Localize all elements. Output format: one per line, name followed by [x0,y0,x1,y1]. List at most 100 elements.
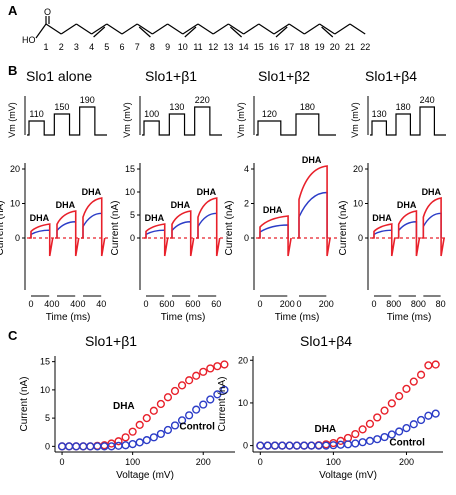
control-point [114,441,123,450]
dha-point [416,370,426,379]
chain-bond [349,23,366,35]
dha-label: DHA [397,200,417,210]
dha-point [336,436,345,446]
x-tick-label: 80 [436,299,446,309]
carbon-number: 3 [74,42,79,52]
dha-point [107,439,116,448]
x-tick-label: 60 [159,299,169,309]
chain-bond [273,23,290,35]
dha-trace [396,210,421,257]
vm-protocol [370,106,446,136]
dha-series-label: DHA [314,424,336,435]
control-point [72,442,81,451]
dha-point [135,420,144,429]
dha-point [395,392,404,401]
carbon-number: 8 [150,42,155,52]
carbon-number: 15 [254,42,264,52]
time-axis-label: Time (ms) [161,312,206,323]
y-tick-label: 20 [10,164,20,174]
dha-label: DHA [171,200,191,210]
vm-protocol [142,106,222,136]
dha-trace [421,197,445,257]
y-tick-label: 20 [238,355,248,365]
y-tick-label: 0 [244,233,249,243]
dha-structure: 1 2 3 4 5 6 7 8 9 10 11 12 13 14 15 16 17 18 19 20 21 22 [35,16,370,52]
x-tick-label: 100 [125,457,140,467]
control-trace [422,212,442,238]
title-slo1-alone: Slo1 alone [26,68,92,84]
y-tick-label: 0 [15,233,20,243]
title-slo1-b2: Slo1+β2 [258,68,310,84]
dha-point [170,386,180,396]
carbon-number: 9 [165,42,170,52]
chain-bond [182,23,199,35]
dha-label: DHA [197,187,217,197]
dha-point [128,427,137,436]
carbon-number: 12 [208,42,218,52]
x-tick-label: 40 [44,299,54,309]
control-point [292,441,301,450]
control-point [220,385,229,394]
x-tick-label: 80 [411,299,421,309]
control-point [199,400,208,409]
current-axis-label: Current (nA) [110,200,121,255]
subpanel-3: Vm (mV) 130 180 240 0 10 20 Current (nA) DHA DHA D… [338,95,448,323]
vm-step-value: 130 [169,102,184,112]
structure-oh-label: HO [22,35,36,45]
chain-bond [258,23,275,35]
dha-point [185,376,194,385]
x-tick-label: 0 [258,457,263,467]
chain-bond [197,23,214,35]
vm-axis-label: Vm (mV) [236,102,246,138]
chain-bond [91,23,108,35]
vm-step-value: 180 [396,102,411,112]
carbon-number: 19 [315,42,325,52]
title-slo1-b4: Slo1+β4 [365,68,417,84]
dha-point [213,362,222,371]
y-tick-label: 0 [358,233,363,243]
control-trace [171,221,192,238]
control-point [263,441,272,450]
double-bond [138,26,151,38]
dha-trace [196,197,221,257]
current-axis-label: Current (nA) [224,200,235,255]
time-axis-label: Time (ms) [275,312,320,323]
chain-bond [212,23,229,35]
x-tick-label: 60 [211,299,221,309]
x-tick-label: 0 [257,299,262,309]
control-trace [298,191,328,238]
vm-axis-label: Vm (mV) [7,102,17,138]
dha-label: DHA [372,213,392,223]
x-axis-label: Voltage (mV) [319,470,377,481]
dha-point [121,433,130,442]
time-axis-label: Time (ms) [46,312,91,323]
x-axis-label: Voltage (mV) [116,470,174,481]
control-point [135,438,144,447]
y-tick-label: 20 [353,164,363,174]
carbon-number: 21 [345,42,355,52]
double-bond [184,26,197,38]
chain-bond [121,23,138,35]
y-tick-label: 0 [243,441,248,451]
control-trace [397,221,418,238]
control-point [86,442,95,451]
vm-step-value: 220 [195,95,210,105]
structure-o-label: O [44,7,51,17]
dha-label: DHA [145,213,165,223]
carbon-number: 13 [223,42,233,52]
carbon-number: 22 [360,42,370,52]
control-point [156,429,165,439]
vm-protocol [27,106,107,136]
x-tick-label: 0 [195,299,200,309]
control-point [365,436,375,446]
control-point [431,409,440,418]
chain-bond [319,23,336,35]
vm-step-value: 190 [80,95,95,105]
x-tick-label: 0 [421,299,426,309]
dha-point [351,429,360,439]
chain-bond [136,23,153,35]
dha-trace [258,215,292,257]
y-tick-label: 10 [238,398,248,408]
x-tick-label: 0 [143,299,148,309]
